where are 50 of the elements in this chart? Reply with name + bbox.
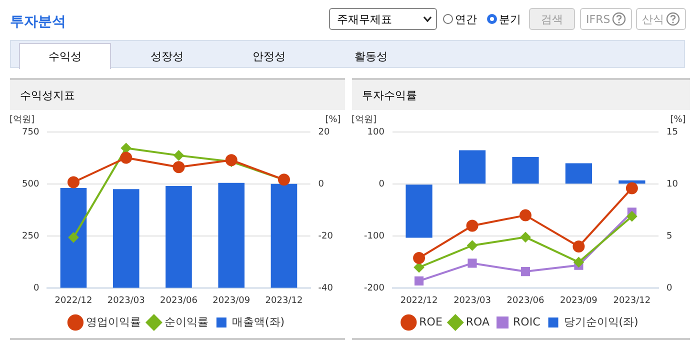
x-tick-label: 2023/03 (454, 296, 491, 306)
x-tick-label: 2023/06 (506, 296, 544, 306)
legend-label: 매출액(좌) (232, 315, 285, 328)
text: 수익성 (19, 43, 111, 69)
x-tick-label: 2022/12 (54, 296, 92, 306)
y-tick-label: -100 (364, 231, 385, 242)
legend-label: 영업이익률 (86, 315, 141, 328)
y2-tick-label: 0 (666, 284, 673, 294)
text: 성장성 (150, 48, 184, 64)
y2-axis-title: [%] (325, 114, 341, 125)
chart-title: 수익성지표 (10, 80, 345, 110)
legend-label: ROE (419, 315, 442, 328)
y-axis-title: [억원] (351, 114, 377, 125)
text: 안정성 (252, 48, 286, 64)
y-tick-label: 500 (22, 179, 40, 190)
legend-label: 당기순이익(좌) (564, 315, 638, 328)
y2-tick-label: 5 (666, 231, 672, 242)
x-tick-label: 2023/03 (107, 296, 145, 306)
legend-label: ROIC (513, 315, 541, 328)
text: 분기 (499, 12, 521, 26)
x-tick-label: 2023/12 (265, 296, 303, 306)
y-tick-label: 100 (367, 127, 385, 138)
y-tick-label: -200 (364, 284, 385, 294)
y2-tick-label: -40 (318, 284, 334, 294)
x-tick-label: 2023/09 (560, 296, 598, 306)
text: 산식 (642, 12, 664, 26)
legend-label: 순이익률 (164, 315, 208, 328)
x-tick-label: 2022/12 (400, 296, 438, 306)
x-tick-label: 2023/12 (613, 296, 651, 306)
y2-tick-label: 0 (318, 179, 324, 190)
y-tick-label: 250 (22, 231, 40, 242)
x-tick-label: 2023/06 (160, 296, 198, 306)
text: 연간 (455, 12, 477, 26)
y2-tick-label: -20 (318, 231, 334, 242)
text: 주재무제표 (337, 12, 392, 26)
text: 투자분석 (10, 13, 66, 31)
text: 검색 (529, 8, 575, 30)
y2-tick-label: 20 (318, 127, 330, 138)
text: IFRS (586, 12, 610, 26)
y2-axis-title: [%] (670, 114, 686, 125)
y-tick-label: 0 (33, 284, 40, 294)
text: 활동성 (354, 48, 388, 64)
y-tick-label: 0 (378, 179, 385, 190)
y-tick-label: 750 (22, 127, 40, 138)
y2-tick-label: 15 (666, 127, 678, 138)
y2-tick-label: 10 (666, 179, 678, 190)
x-tick-label: 2023/09 (212, 296, 250, 306)
y-axis-title: [억원] (9, 114, 35, 125)
chart-title: 투자수익률 (352, 80, 690, 110)
legend-label: ROA (466, 315, 490, 328)
